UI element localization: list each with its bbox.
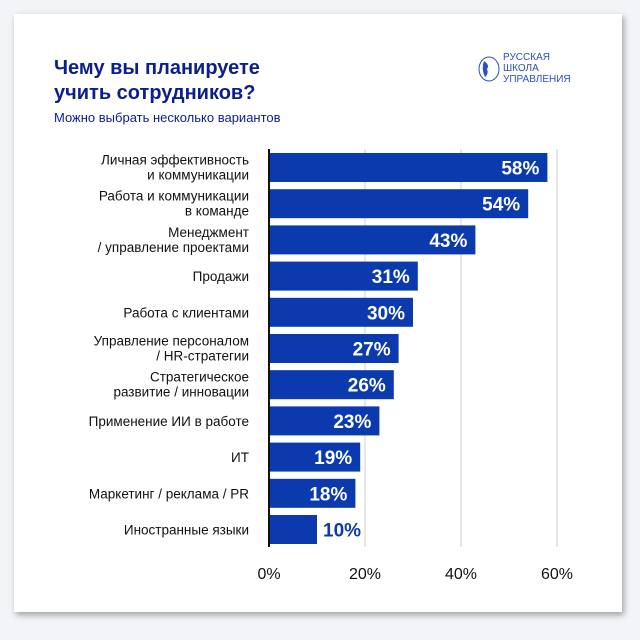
category-label: Маркетинг / реклама / PR <box>89 486 249 501</box>
data-label: 31% <box>372 267 410 288</box>
x-tick-label: 20% <box>349 566 381 583</box>
x-tick-label: 0% <box>257 566 280 583</box>
bar <box>269 153 548 182</box>
title-line-2: учить сотрудников? <box>54 82 256 104</box>
data-label: 10% <box>323 521 361 542</box>
title-line-1: Чему вы планируете <box>54 57 260 79</box>
category-label: Продажи <box>193 269 249 284</box>
logo-line: УПРАВЛЕНИЯ <box>503 74 571 85</box>
bar <box>269 225 476 255</box>
data-label: 43% <box>429 231 467 252</box>
category-label: Иностранные языки <box>124 523 249 538</box>
chart-title: Чему вы планируете учить сотрудников? <box>54 56 260 106</box>
data-label: 54% <box>482 195 520 216</box>
category-label: развитие / инновации <box>113 385 249 400</box>
category-label: ИТ <box>231 450 249 465</box>
bar <box>269 297 413 327</box>
data-label: 19% <box>314 448 352 469</box>
bar <box>269 442 361 472</box>
logo-globe-icon <box>478 56 500 81</box>
bar <box>269 478 356 508</box>
bar <box>269 189 529 219</box>
category-label: Работа с клиентами <box>123 305 249 320</box>
category-label: Менеджмент <box>168 225 249 240</box>
data-label: 58% <box>501 159 539 180</box>
logo: РУССКАЯ ШКОЛА УПРАВЛЕНИЯ <box>478 52 571 85</box>
category-label: Работа и коммуникации <box>99 189 249 204</box>
data-label: 27% <box>353 340 391 361</box>
category-label: Личная эффективность <box>101 153 249 168</box>
bar <box>269 261 418 291</box>
bar <box>269 370 394 400</box>
bar <box>269 334 399 363</box>
category-label: / HR-стратегии <box>156 349 249 364</box>
data-label: 18% <box>309 484 347 505</box>
data-label: 30% <box>367 303 405 324</box>
data-label: 26% <box>348 376 386 397</box>
data-label: 23% <box>333 412 371 433</box>
logo-line: ШКОЛА <box>503 63 539 74</box>
x-tick-label: 40% <box>445 566 477 583</box>
category-label: Управление персоналом <box>94 334 249 349</box>
bar <box>269 406 380 436</box>
category-label: и коммуникации <box>147 168 249 183</box>
category-label: в команде <box>185 204 249 219</box>
category-label: Стратегическое <box>150 370 249 385</box>
category-label: / управление проектами <box>98 240 249 255</box>
bar <box>269 515 317 544</box>
logo-line: РУССКАЯ <box>503 52 550 63</box>
chart-subtitle: Можно выбрать несколько вариантов <box>54 110 281 125</box>
category-label: Применение ИИ в работе <box>89 414 249 429</box>
x-tick-label: 60% <box>541 566 573 583</box>
